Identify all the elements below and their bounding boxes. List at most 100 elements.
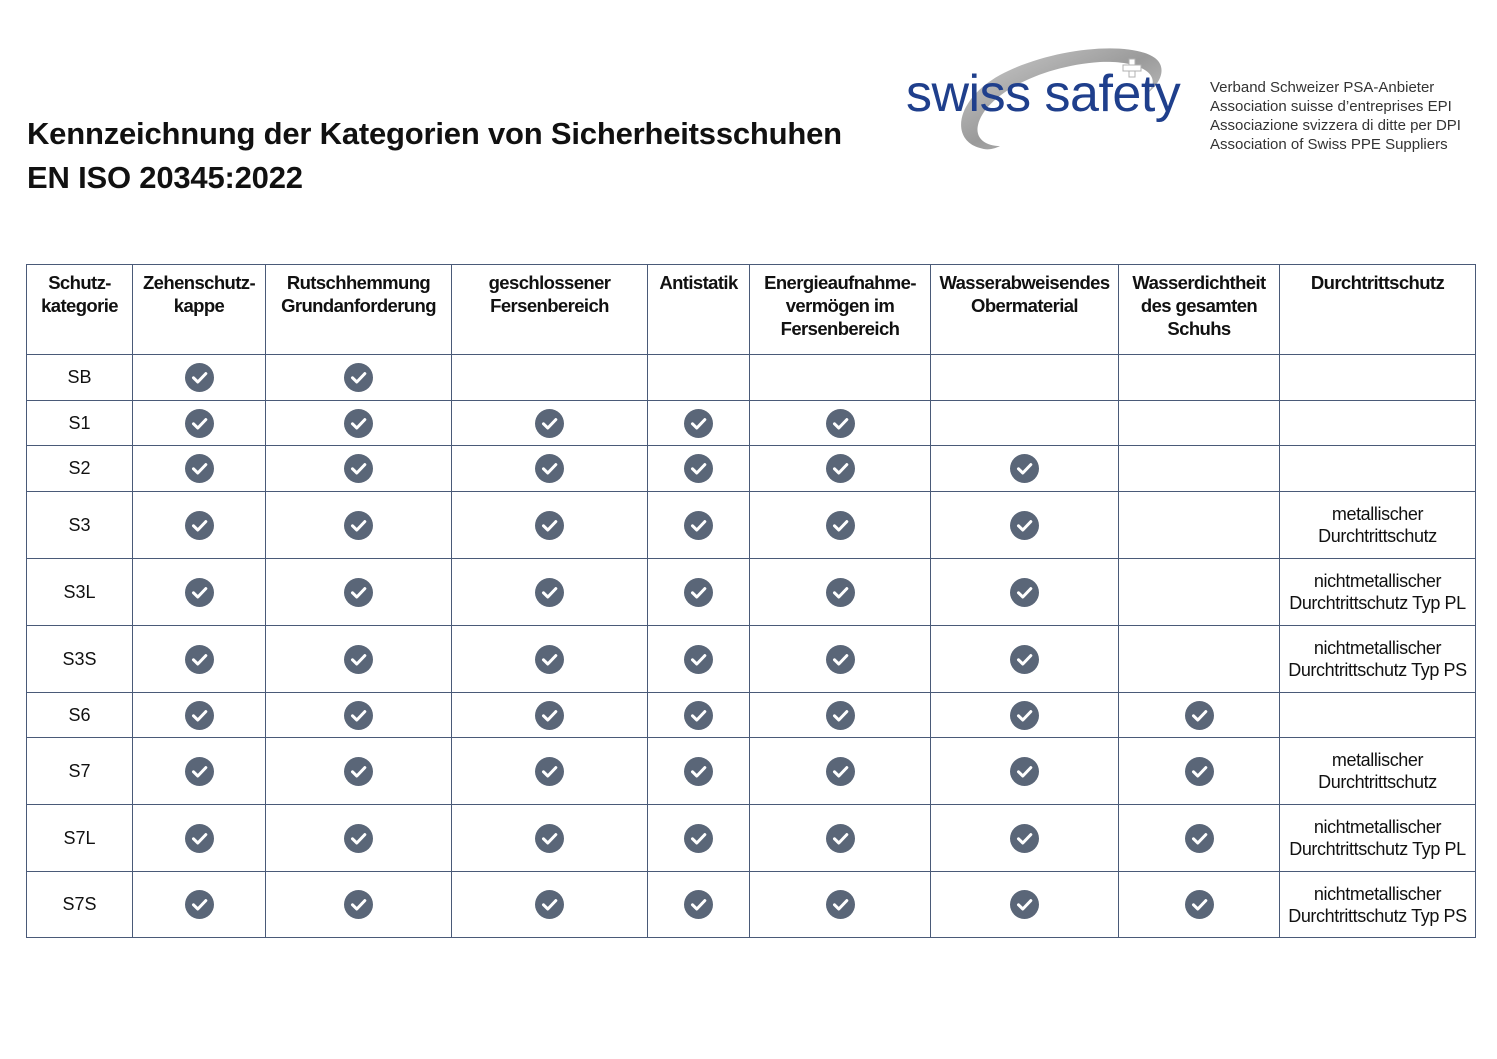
puncture-text: metallischer <box>1331 750 1424 770</box>
check-cell-wasserabweisend <box>930 804 1119 872</box>
check-cell-wasserdichtheit <box>1118 737 1280 805</box>
category-cell: S7S <box>26 871 133 938</box>
header-line: kappe <box>173 295 225 316</box>
puncture-text: nichtmetallischer <box>1313 571 1442 591</box>
check-circle-icon <box>684 454 713 483</box>
check-circle-icon <box>535 890 564 919</box>
check-cell-fersenbereich <box>451 445 648 492</box>
check-cell-antistatik <box>647 558 750 626</box>
header-line: Schutz- <box>48 272 111 293</box>
header-line: Grundanforderung <box>281 295 436 316</box>
swiss-cross-icon <box>1122 58 1142 78</box>
check-cell-wasserabweisend <box>930 625 1119 693</box>
header-durchtrittschutz: Durchtrittschutz <box>1279 264 1476 355</box>
check-cell-rutschhemmung <box>265 400 452 446</box>
table-row: S6 <box>26 692 1476 738</box>
title-line-2: EN ISO 20345:2022 <box>27 160 303 195</box>
check-cell-fersenbereich <box>451 737 648 805</box>
header-energieaufnahme: Energieaufnahme-vermögen im Fersenbereich <box>749 264 931 355</box>
header-fersenbereich: geschlossener Fersenbereich <box>451 264 648 355</box>
table-row: S1 <box>26 400 1476 446</box>
puncture-text: Durchtrittschutz Typ PL <box>1289 593 1466 613</box>
category-cell: S1 <box>26 400 133 446</box>
check-circle-icon <box>1010 700 1039 730</box>
check-cell-zehenschutzkappe <box>132 737 266 805</box>
check-cell-zehenschutzkappe <box>132 871 266 938</box>
check-cell-zehenschutzkappe <box>132 354 266 401</box>
check-circle-icon <box>825 700 855 730</box>
check-circle-icon <box>184 823 214 853</box>
check-circle-icon <box>184 408 214 438</box>
category-cell: S6 <box>26 692 133 738</box>
check-cell-wasserdichtheit <box>1118 692 1280 738</box>
check-circle-icon <box>344 408 373 438</box>
header-line: kategorie <box>41 295 118 316</box>
header-line: Wasserabweisendes <box>939 272 1110 293</box>
puncture-cell <box>1279 400 1476 446</box>
check-cell-fersenbereich <box>451 871 648 938</box>
check-circle-icon <box>184 890 214 919</box>
puncture-cell: nichtmetallischer Durchtrittschutz Typ PS <box>1279 871 1476 938</box>
puncture-text: metallischer <box>1331 504 1424 524</box>
puncture-text: Durchtrittschutz Typ PL <box>1289 839 1466 859</box>
check-cell-wasserdichtheit <box>1118 491 1280 559</box>
header-line: Obermaterial <box>971 295 1079 316</box>
check-circle-icon <box>184 454 214 483</box>
puncture-text: nichtmetallischer <box>1313 883 1442 904</box>
check-circle-icon <box>1010 823 1039 853</box>
check-cell-energieaufnahme <box>749 737 931 805</box>
puncture-cell <box>1279 445 1476 492</box>
header-zehenschutzkappe: Zehenschutz-kappe <box>132 264 266 355</box>
check-circle-icon <box>1184 700 1214 730</box>
check-circle-icon <box>825 823 855 853</box>
check-circle-icon <box>535 644 564 674</box>
header-line: des gesamten <box>1140 295 1258 316</box>
check-circle-icon <box>1010 644 1039 674</box>
title-line-1: Kennzeichnung der Kategorien von Sicherh… <box>27 116 842 151</box>
puncture-text: Durchtrittschutz Typ PS <box>1288 660 1467 680</box>
check-cell-fersenbereich <box>451 491 648 559</box>
check-cell-zehenschutzkappe <box>132 491 266 559</box>
check-cell-fersenbereich <box>451 354 648 401</box>
header-wasserabweisend: Wasserabweisendes Obermaterial <box>930 264 1119 355</box>
check-cell-wasserabweisend <box>930 400 1119 446</box>
check-cell-antistatik <box>647 871 750 938</box>
check-cell-wasserabweisend <box>930 445 1119 492</box>
category-cell: S7 <box>26 737 133 805</box>
check-cell-rutschhemmung <box>265 354 452 401</box>
check-cell-wasserdichtheit <box>1118 354 1280 401</box>
check-circle-icon <box>344 890 373 919</box>
check-cell-zehenschutzkappe <box>132 625 266 693</box>
category-cell: S2 <box>26 445 133 492</box>
check-circle-icon <box>825 454 855 483</box>
check-circle-icon <box>184 363 214 392</box>
check-cell-energieaufnahme <box>749 558 931 626</box>
check-circle-icon <box>344 363 373 392</box>
check-cell-rutschhemmung <box>265 804 452 872</box>
check-cell-antistatik <box>647 354 750 401</box>
check-circle-icon <box>184 644 214 674</box>
puncture-text: Durchtrittschutz <box>1318 526 1437 546</box>
association-it: Associazione svizzera di ditte per DPI <box>1210 117 1461 134</box>
check-circle-icon <box>344 577 373 607</box>
check-circle-icon <box>684 756 713 786</box>
check-circle-icon <box>535 756 564 786</box>
table-row: S2 <box>26 445 1476 492</box>
check-circle-icon <box>344 644 373 674</box>
check-circle-icon <box>535 510 564 540</box>
check-circle-icon <box>1010 510 1039 540</box>
check-cell-antistatik <box>647 692 750 738</box>
table-row: S3L nichtmetallischer Durchtrittschutz Typ… <box>26 558 1476 626</box>
header-line: vermögen im <box>785 295 895 316</box>
check-cell-wasserdichtheit <box>1118 625 1280 693</box>
check-cell-wasserabweisend <box>930 871 1119 938</box>
association-en: Association of Swiss PPE Suppliers <box>1210 136 1448 153</box>
check-circle-icon <box>825 756 855 786</box>
check-cell-zehenschutzkappe <box>132 558 266 626</box>
header-antistatik: Antistatik <box>647 264 750 355</box>
check-cell-rutschhemmung <box>265 558 452 626</box>
header-line: Fersenbereich <box>490 295 609 316</box>
header-line: Fersenbereich <box>780 318 900 339</box>
check-cell-rutschhemmung <box>265 625 452 693</box>
check-circle-icon <box>344 700 373 730</box>
